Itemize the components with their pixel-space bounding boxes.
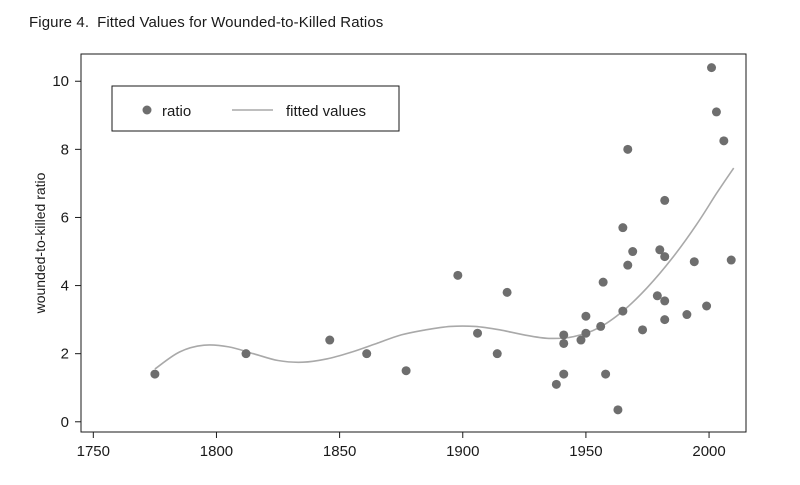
data-point (660, 252, 670, 262)
fitted-values-line (154, 167, 735, 370)
legend-label-fitted: fitted values (286, 103, 366, 120)
figure-title-text: Fitted Values for Wounded-to-Killed Rati… (97, 14, 384, 31)
data-point (576, 335, 586, 345)
data-point (559, 338, 569, 348)
x-tick-label: 2000 (692, 443, 725, 460)
data-point (559, 369, 569, 379)
data-point (638, 325, 648, 335)
data-point (613, 405, 623, 415)
x-tick-label: 1850 (323, 443, 356, 460)
data-point (473, 328, 483, 338)
x-tick-label: 1800 (200, 443, 233, 460)
y-tick-label: 2 (61, 346, 69, 363)
data-point (655, 245, 665, 255)
points-layer (150, 63, 736, 415)
data-point (581, 311, 591, 321)
x-tick-label: 1750 (77, 443, 110, 460)
data-point (453, 270, 463, 280)
data-point (150, 369, 160, 379)
figure-number: Figure 4. (29, 14, 90, 31)
data-point (660, 296, 670, 306)
legend-label-ratio: ratio (162, 103, 191, 120)
data-point (362, 349, 372, 359)
data-point (726, 255, 736, 265)
x-axis: 1750 1800 1850 1900 1950 2000 (77, 432, 726, 460)
data-point (652, 291, 662, 301)
data-point (618, 306, 628, 316)
y-tick-label: 4 (61, 278, 69, 295)
x-tick-label: 1900 (446, 443, 479, 460)
data-point (502, 287, 512, 297)
data-point (719, 136, 729, 146)
y-tick-label: 6 (61, 209, 69, 226)
plot-frame (80, 53, 747, 433)
data-point (660, 195, 670, 205)
data-point (492, 349, 502, 359)
data-point (707, 63, 717, 73)
data-point (682, 310, 692, 320)
legend-box (111, 85, 400, 132)
data-point (618, 223, 628, 233)
data-point (581, 328, 591, 338)
data-point (325, 335, 335, 345)
legend-marker-ratio (142, 105, 152, 115)
fitted-line-layer (154, 167, 735, 370)
data-point (623, 260, 633, 270)
data-point (660, 315, 670, 325)
y-tick-label: 10 (52, 73, 69, 90)
data-point (401, 366, 411, 376)
data-point (241, 349, 251, 359)
data-point (628, 247, 638, 257)
data-point (689, 257, 699, 267)
x-tick-label: 1950 (569, 443, 602, 460)
y-tick-label: 8 (61, 141, 69, 158)
legend: ratio fitted values (111, 85, 400, 132)
data-point (598, 277, 608, 287)
data-point (559, 330, 569, 340)
data-point (711, 107, 721, 117)
data-point (601, 369, 611, 379)
data-point (596, 321, 606, 331)
y-tick-label: 0 (61, 414, 69, 431)
data-point (702, 301, 712, 311)
data-point (623, 144, 633, 154)
data-point (551, 379, 561, 389)
y-axis-label: wounded-to-killed ratio (32, 172, 48, 314)
figure-title: Figure 4. Fitted Values for Wounded-to-Ki… (29, 14, 383, 31)
y-axis: 0 2 4 6 8 10 (52, 73, 81, 431)
